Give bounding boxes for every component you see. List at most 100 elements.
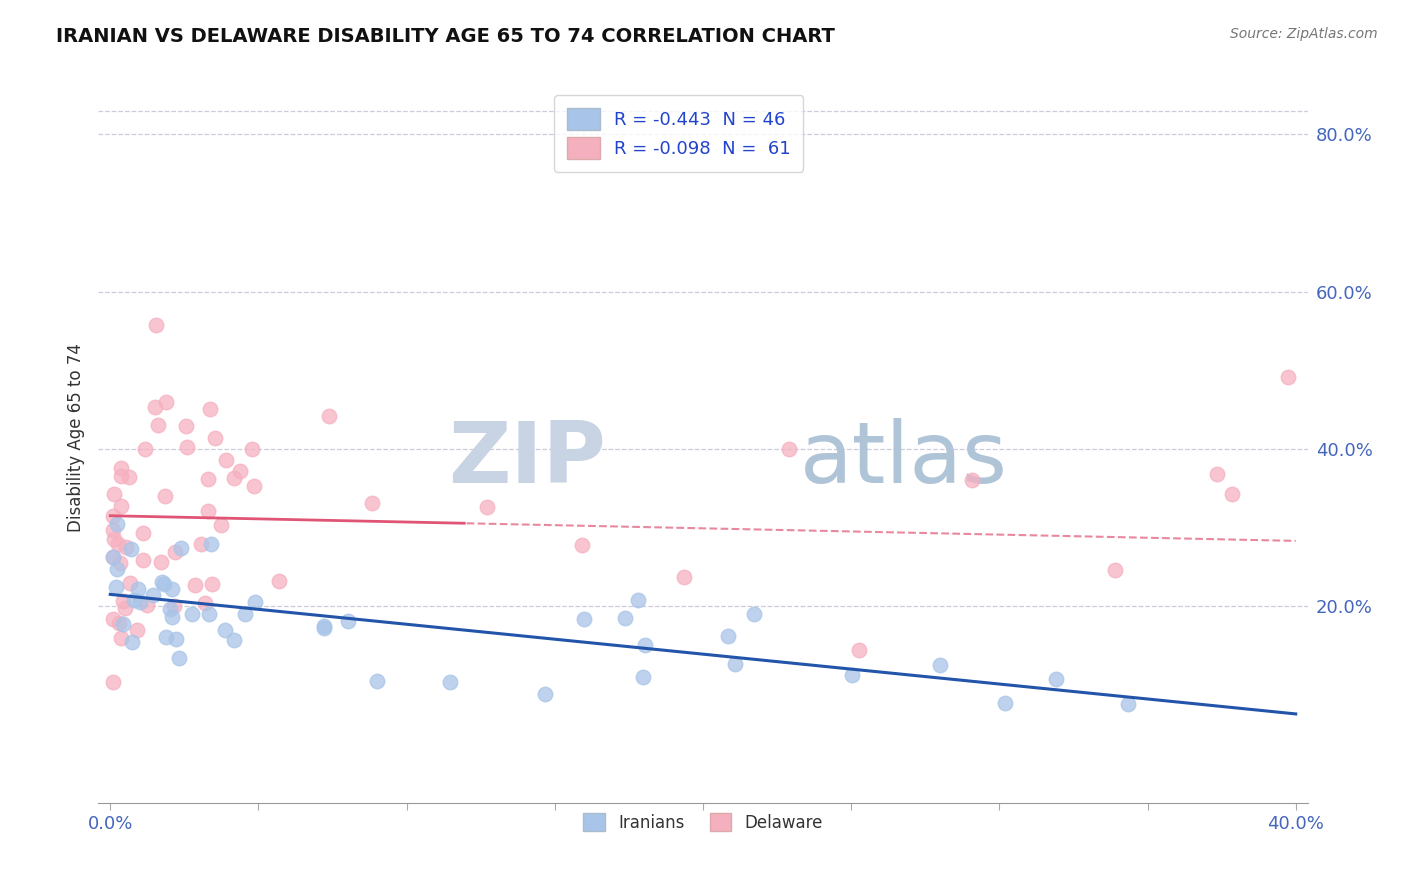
Point [571, 539, 593, 553]
Point [198, 402, 221, 417]
Point [153, 489, 176, 503]
Point [214, 453, 236, 467]
Point [180, 607, 202, 622]
Point [103, 508, 125, 523]
Point [229, 464, 252, 478]
Point [1045, 673, 1067, 687]
Point [129, 594, 152, 608]
Point [366, 674, 388, 689]
Point [318, 409, 340, 424]
Point [110, 500, 132, 514]
Point [631, 670, 654, 684]
Point [848, 642, 870, 657]
Point [132, 525, 155, 540]
Point [841, 668, 863, 682]
Point [152, 577, 174, 591]
Point [149, 555, 172, 569]
Point [174, 419, 197, 434]
Point [118, 576, 141, 591]
Point [267, 574, 290, 589]
Point [742, 607, 765, 621]
Point [160, 610, 183, 624]
Point [1104, 563, 1126, 577]
Point [673, 569, 696, 583]
Point [163, 599, 186, 614]
Y-axis label: Disability Age 65 to 74: Disability Age 65 to 74 [66, 343, 84, 532]
Point [222, 632, 245, 647]
Point [107, 537, 129, 551]
Point [312, 621, 335, 635]
Point [242, 442, 264, 457]
Point [103, 550, 125, 565]
Point [214, 623, 236, 637]
Point [114, 540, 136, 554]
Point [197, 607, 219, 621]
Point [960, 473, 983, 487]
Point [184, 578, 207, 592]
Point [131, 553, 153, 567]
Point [204, 431, 226, 445]
Point [155, 394, 177, 409]
Point [634, 638, 657, 652]
Point [929, 658, 952, 673]
Point [105, 580, 128, 594]
Point [201, 577, 224, 591]
Point [103, 523, 125, 537]
Point [167, 651, 190, 665]
Point [190, 537, 212, 551]
Point [613, 611, 636, 625]
Point [118, 469, 141, 483]
Point [103, 674, 125, 689]
Text: atlas: atlas [800, 417, 1008, 500]
Point [142, 589, 165, 603]
Text: ZIP: ZIP [449, 417, 606, 500]
Point [110, 461, 132, 475]
Point [103, 532, 125, 546]
Point [159, 602, 181, 616]
Point [103, 612, 125, 626]
Point [170, 541, 193, 555]
Point [243, 594, 266, 608]
Point [165, 632, 187, 646]
Text: Source: ZipAtlas.com: Source: ZipAtlas.com [1230, 27, 1378, 41]
Point [572, 612, 595, 626]
Point [439, 675, 461, 690]
Point [717, 629, 740, 643]
Point [1116, 697, 1139, 711]
Point [312, 618, 335, 632]
Point [176, 440, 198, 454]
Point [150, 574, 173, 589]
Point [105, 561, 128, 575]
Point [110, 631, 132, 645]
Point [224, 470, 246, 484]
Point [112, 594, 135, 608]
Point [200, 537, 222, 551]
Point [110, 469, 132, 483]
Point [108, 556, 131, 570]
Point [103, 550, 125, 565]
Point [533, 687, 555, 701]
Point [120, 542, 142, 557]
Point [146, 418, 169, 433]
Point [136, 599, 159, 613]
Point [107, 615, 129, 630]
Point [627, 593, 650, 607]
Point [111, 616, 134, 631]
Point [122, 592, 145, 607]
Point [209, 517, 232, 532]
Point [197, 504, 219, 518]
Point [103, 486, 125, 500]
Point [242, 479, 264, 493]
Point [994, 696, 1017, 710]
Point [143, 401, 166, 415]
Point [155, 630, 177, 644]
Point [1277, 370, 1299, 384]
Point [105, 517, 128, 532]
Point [127, 582, 149, 596]
Point [121, 634, 143, 648]
Point [233, 607, 256, 621]
Point [125, 623, 148, 637]
Point [160, 582, 183, 596]
Point [197, 472, 219, 486]
Point [1222, 487, 1244, 501]
